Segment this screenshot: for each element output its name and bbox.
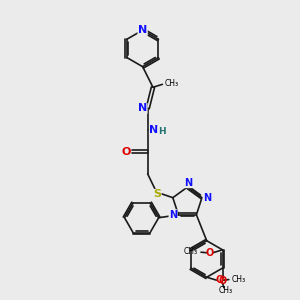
Text: O: O bbox=[122, 147, 131, 157]
Text: N: N bbox=[149, 125, 159, 135]
Text: O: O bbox=[218, 276, 226, 286]
Text: CH₃: CH₃ bbox=[164, 79, 178, 88]
Text: CH₃: CH₃ bbox=[218, 286, 233, 295]
Text: N: N bbox=[138, 103, 147, 113]
Text: O: O bbox=[216, 275, 224, 285]
Text: S: S bbox=[153, 190, 161, 200]
Text: H: H bbox=[158, 127, 166, 136]
Text: CH₃: CH₃ bbox=[231, 275, 245, 284]
Text: N: N bbox=[169, 210, 177, 220]
Text: N: N bbox=[184, 178, 192, 188]
Text: CH₃: CH₃ bbox=[184, 248, 198, 256]
Text: N: N bbox=[138, 25, 147, 35]
Text: N: N bbox=[203, 193, 211, 203]
Text: O: O bbox=[206, 248, 214, 258]
